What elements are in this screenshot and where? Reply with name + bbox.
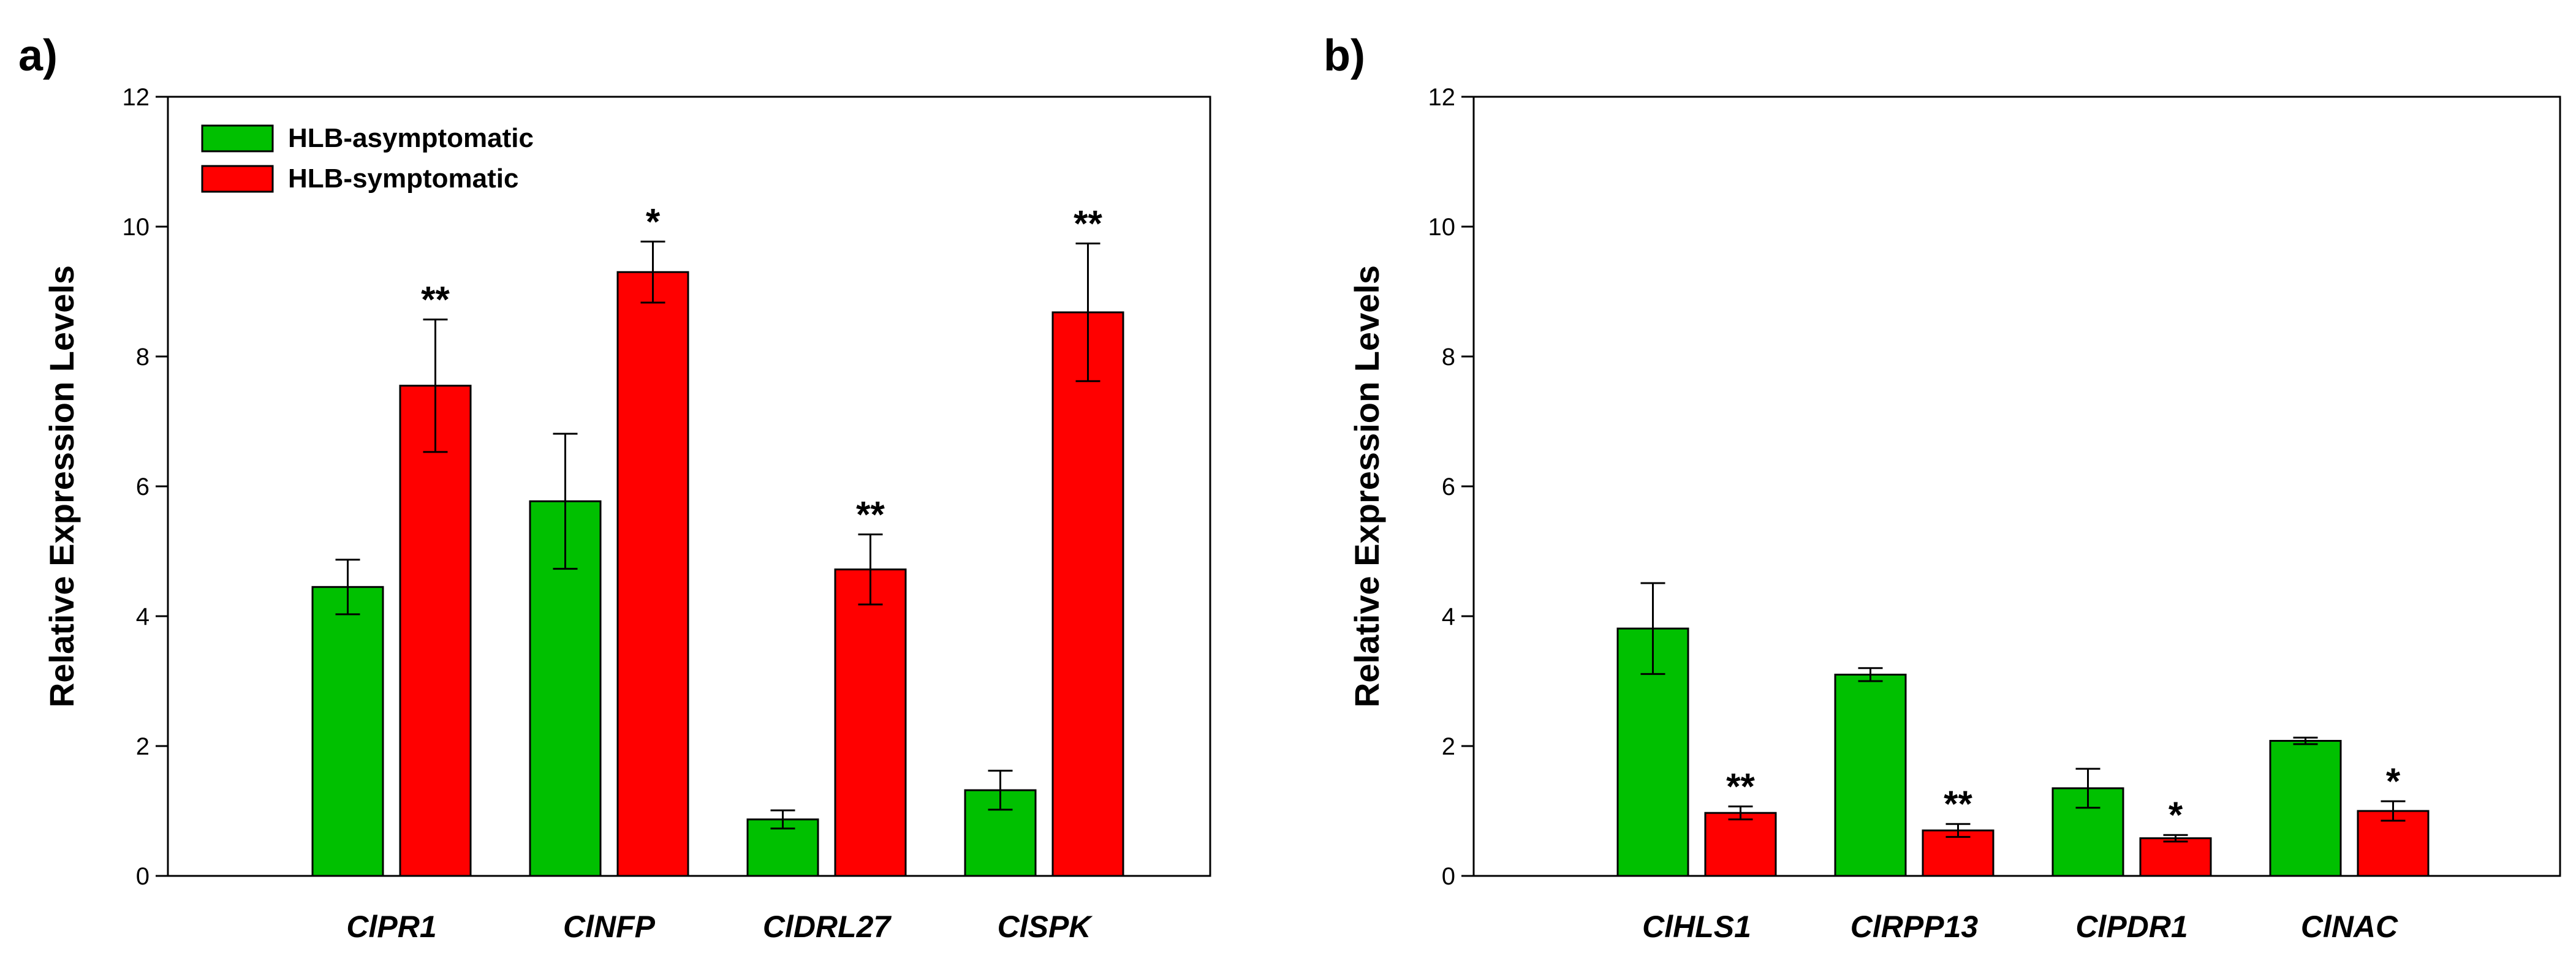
x-category-label: ClNAC xyxy=(2301,910,2398,944)
y-axis-title: Relative Expression Levels xyxy=(1347,265,1386,707)
bar-asymptomatic xyxy=(746,818,819,877)
significance-marker: ** xyxy=(1726,766,1755,807)
bar-asymptomatic xyxy=(1834,673,1907,877)
bar-symptomatic xyxy=(1704,812,1777,877)
bar-symptomatic xyxy=(2357,810,2430,877)
bar-symptomatic xyxy=(2139,837,2212,877)
bar-symptomatic xyxy=(616,271,689,877)
y-tick-label: 2 xyxy=(1442,733,1455,760)
x-category-label: ClPR1 xyxy=(346,910,436,944)
chart-panel-1: a) 0 2 4 6 8 10 12 Relative Expression Levels ** C… xyxy=(18,31,1211,944)
legend-label: HLB-asymptomatic xyxy=(288,123,534,153)
significance-marker: ** xyxy=(1944,783,1972,824)
significance-marker: ** xyxy=(1074,203,1102,244)
bar-symptomatic xyxy=(399,385,472,877)
x-category-label: ClRPP13 xyxy=(1851,910,1979,944)
legend-swatch xyxy=(201,165,274,193)
y-tick-label: 12 xyxy=(1428,84,1456,111)
panel-label: a) xyxy=(18,31,58,80)
y-tick-label: 4 xyxy=(1442,603,1455,630)
significance-marker: ** xyxy=(856,494,885,535)
x-category-label: ClDRL27 xyxy=(763,910,892,944)
x-category-label: ClNFP xyxy=(563,910,656,944)
y-tick-label: 12 xyxy=(123,84,150,111)
bar-asymptomatic xyxy=(311,586,384,877)
legend: HLB-asymptomatic HLB-symptomatic xyxy=(201,123,534,194)
significance-marker: * xyxy=(2386,761,2401,802)
y-tick-label: 4 xyxy=(136,603,150,630)
y-tick-label: 0 xyxy=(136,863,150,890)
x-category-label: ClPDR1 xyxy=(2075,910,2188,944)
y-tick-label: 8 xyxy=(1442,344,1455,371)
significance-marker: * xyxy=(646,201,661,242)
significance-marker: ** xyxy=(421,279,450,320)
significance-marker: * xyxy=(2169,794,2183,835)
y-tick-label: 10 xyxy=(1428,214,1456,241)
y-tick-label: 0 xyxy=(1442,863,1455,890)
bar-symptomatic xyxy=(1051,311,1124,877)
bar-asymptomatic xyxy=(2269,740,2342,877)
y-tick-label: 8 xyxy=(136,344,150,371)
bar-symptomatic xyxy=(834,568,907,877)
legend-swatch xyxy=(201,124,274,153)
y-tick-label: 6 xyxy=(1442,473,1455,500)
x-category-label: ClSPK xyxy=(998,910,1094,944)
bar-symptomatic xyxy=(1922,829,1995,877)
y-tick-label: 6 xyxy=(136,473,150,500)
y-tick-label: 10 xyxy=(123,214,150,241)
y-axis-title: Relative Expression Levels xyxy=(42,265,81,707)
y-tick-label: 2 xyxy=(136,733,150,760)
x-category-label: ClHLS1 xyxy=(1642,910,1751,944)
panel-label: b) xyxy=(1324,31,1365,80)
legend-label: HLB-symptomatic xyxy=(288,164,519,194)
